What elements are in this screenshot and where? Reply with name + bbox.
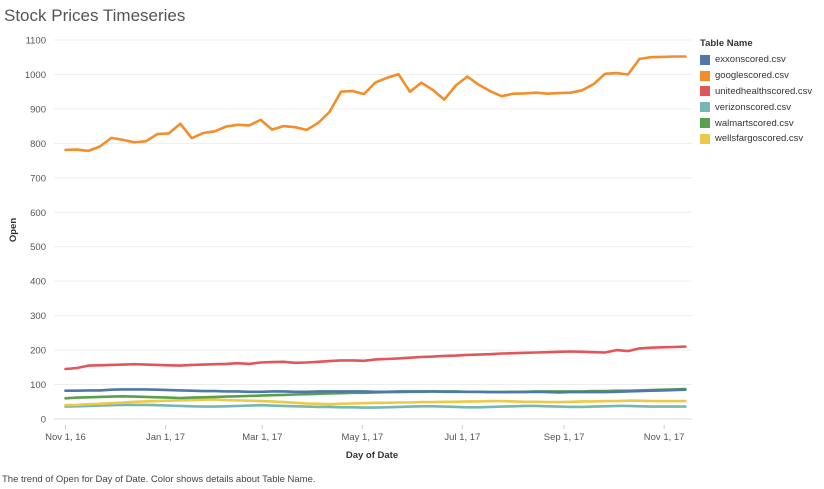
legend-label: exxonscored.csv [715, 54, 786, 66]
y-tick-label: 200 [30, 346, 46, 357]
y-tick-label: 600 [30, 208, 46, 219]
legend-label: googlescored.csv [715, 70, 789, 82]
series-line-unitedhealthscored[interactable] [64, 345, 687, 371]
line-chart: 0 100 200 300 400 500 600 700 800 900 1000 1100 Nov… [8, 36, 692, 461]
x-tick-label: Nov 1, 17 [644, 432, 685, 443]
x-axis-ticks: Nov 1, 16 Jan 1, 17 Mar 1, 17 May 1, 17 Jul … [45, 425, 684, 443]
chart-title: Stock Prices Timeseries [4, 6, 186, 25]
series-line-wellsfargoscored[interactable] [64, 398, 687, 407]
y-axis-label: Open [8, 218, 19, 242]
series-line-googlescored[interactable] [64, 55, 687, 153]
legend-item[interactable]: exxonscored.csv [700, 52, 812, 68]
x-tick-label: May 1, 17 [341, 432, 383, 443]
legend-label: verizonscored.csv [715, 101, 792, 113]
legend-item[interactable]: wellsfargoscored.csv [700, 131, 812, 147]
y-tick-label: 700 [30, 173, 46, 184]
legend-label: wellsfargoscored.csv [715, 133, 804, 145]
legend-swatch [700, 54, 710, 65]
y-tick-label: 300 [30, 311, 46, 322]
legend-swatch [700, 70, 710, 81]
legend-label: unitedhealthscored.csv [715, 85, 813, 97]
legend-items: exxonscored.csv googlescored.csv unitedhea… [700, 52, 812, 147]
y-tick-label: 500 [30, 242, 46, 253]
x-tick-label: Mar 1, 17 [242, 432, 282, 443]
legend-item[interactable]: googlescored.csv [700, 68, 812, 84]
x-tick-label: Jan 1, 17 [146, 432, 185, 443]
legend-swatch [700, 133, 710, 144]
x-axis-label: Day of Date [346, 450, 398, 461]
legend-swatch [700, 118, 710, 129]
x-tick-label: Sep 1, 17 [544, 432, 585, 443]
legend-item[interactable]: verizonscored.csv [700, 99, 812, 115]
y-axis-ticks: 0 100 200 300 400 500 600 700 800 900 1000 1100 [25, 36, 46, 426]
x-tick-label: Jul 1, 17 [444, 432, 480, 443]
legend: Table Name exxonscored.csv googlescored.c… [700, 38, 812, 147]
y-tick-label: 100 [30, 380, 46, 391]
series-lines [64, 55, 687, 409]
y-tick-label: 1100 [26, 36, 46, 47]
legend-label: walmartscored.csv [715, 117, 794, 129]
caption: The trend of Open for Day of Date. Color… [2, 474, 316, 485]
y-tick-label: 400 [30, 277, 46, 288]
legend-title: Table Name [700, 38, 753, 49]
y-tick-label: 1000 [25, 70, 46, 81]
gridlines [54, 39, 692, 420]
legend-swatch [700, 102, 710, 113]
y-tick-label: 800 [30, 139, 46, 150]
x-tick-label: Nov 1, 16 [45, 432, 86, 443]
legend-item[interactable]: unitedhealthscored.csv [700, 84, 812, 100]
series-line-verizonscored[interactable] [64, 403, 687, 409]
legend-swatch [700, 86, 710, 97]
y-tick-label: 0 [41, 415, 46, 426]
series-line-exxonscored[interactable] [64, 388, 687, 394]
legend-item[interactable]: walmartscored.csv [700, 115, 812, 131]
y-tick-label: 900 [30, 104, 46, 115]
